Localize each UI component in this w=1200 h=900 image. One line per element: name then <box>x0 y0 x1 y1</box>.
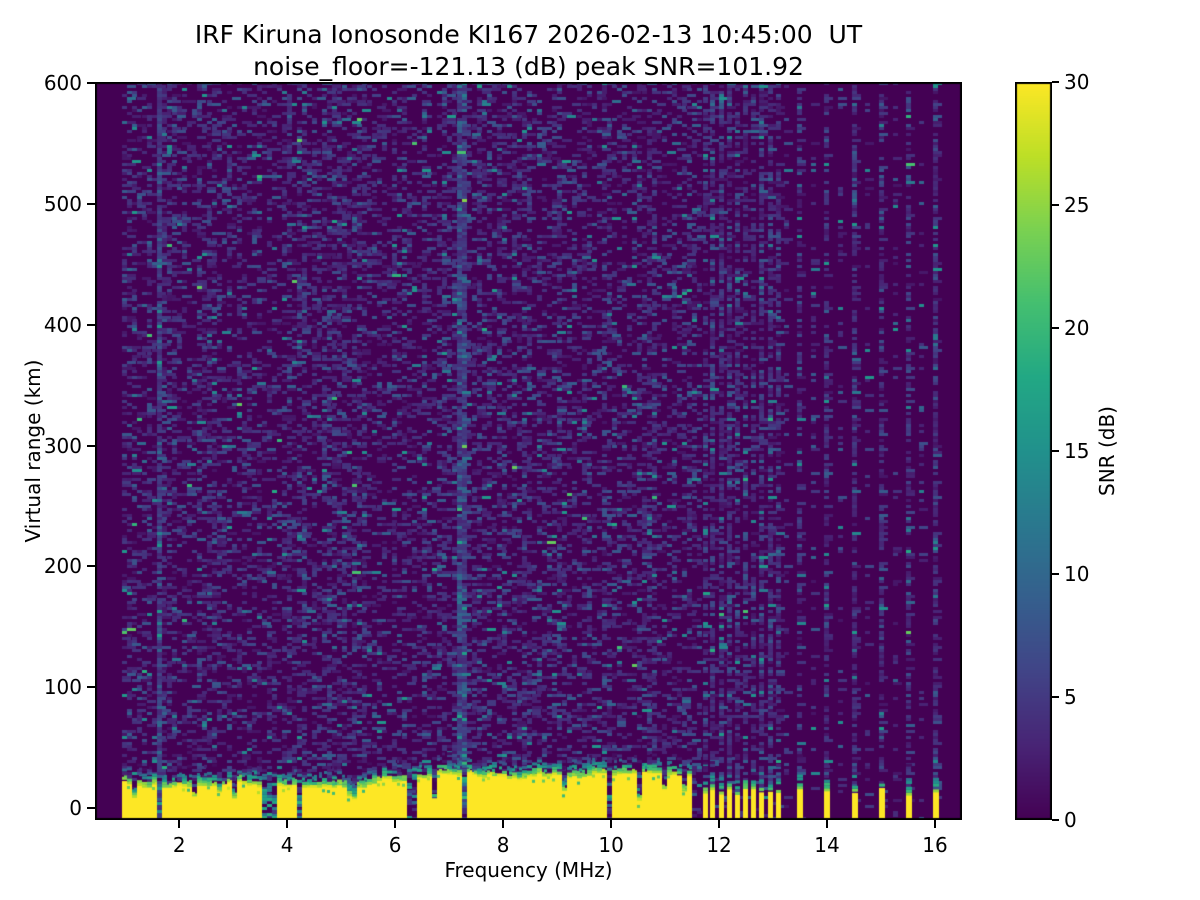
x-axis-label: Frequency (MHz) <box>444 858 613 882</box>
x-tick-label: 10 <box>598 833 624 857</box>
y-tick-label: 400 <box>43 312 82 337</box>
y-tick-label: 500 <box>43 191 82 216</box>
colorbar-tick-mark <box>1052 696 1059 698</box>
x-tick-mark <box>718 820 721 828</box>
colorbar-tick-label: 15 <box>1064 439 1090 463</box>
colorbar-tick-label: 20 <box>1064 316 1090 340</box>
x-tick-mark <box>286 820 289 828</box>
y-tick-mark <box>87 806 95 809</box>
figure-subtitle: noise_floor=-121.13 (dB) peak SNR=101.92 <box>253 52 804 81</box>
colorbar-tick-mark <box>1052 327 1059 329</box>
y-tick-label: 100 <box>43 675 82 700</box>
y-tick-mark <box>87 565 95 568</box>
y-tick-mark <box>87 202 95 205</box>
figure-title: IRF Kiruna Ionosonde KI167 2026-02-13 10… <box>194 20 863 49</box>
x-tick-mark <box>502 820 505 828</box>
x-tick-mark <box>826 820 829 828</box>
colorbar-tick-label: 30 <box>1064 70 1090 94</box>
colorbar-tick-mark <box>1052 81 1059 83</box>
y-tick-mark <box>87 323 95 326</box>
x-tick-label: 16 <box>922 833 948 857</box>
colorbar-tick-mark <box>1052 573 1059 575</box>
colorbar-tick-label: 10 <box>1064 562 1090 586</box>
x-tick-label: 2 <box>172 833 186 857</box>
colorbar-tick-mark <box>1052 819 1059 821</box>
y-axis-label: Virtual range (km) <box>21 359 45 543</box>
y-tick-mark <box>87 82 95 85</box>
ionogram-heatmap <box>95 82 962 820</box>
colorbar-tick-label: 0 <box>1064 808 1077 832</box>
y-tick-label: 0 <box>69 795 82 820</box>
colorbar-tick-label: 25 <box>1064 193 1090 217</box>
x-tick-label: 6 <box>388 833 402 857</box>
colorbar <box>1015 82 1052 820</box>
x-tick-mark <box>394 820 397 828</box>
x-tick-mark <box>178 820 181 828</box>
x-tick-label: 8 <box>496 833 510 857</box>
y-tick-label: 300 <box>43 433 82 458</box>
x-tick-mark <box>610 820 613 828</box>
x-tick-mark <box>934 820 936 828</box>
x-tick-label: 4 <box>280 833 294 857</box>
colorbar-tick-label: 5 <box>1064 685 1077 709</box>
y-tick-mark <box>87 686 95 689</box>
y-tick-label: 600 <box>43 71 82 96</box>
x-tick-label: 14 <box>814 833 840 857</box>
y-tick-label: 200 <box>43 554 82 579</box>
x-tick-label: 12 <box>706 833 732 857</box>
y-tick-mark <box>87 444 95 447</box>
colorbar-label: SNR (dB) <box>1095 406 1119 496</box>
colorbar-tick-mark <box>1052 204 1059 206</box>
colorbar-tick-mark <box>1052 450 1059 452</box>
